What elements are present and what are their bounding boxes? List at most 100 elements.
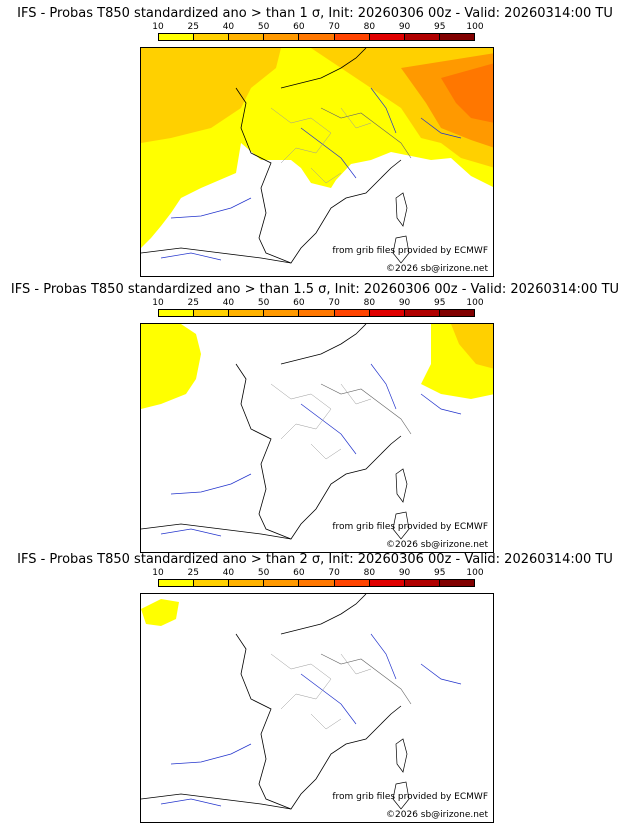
colorbar-swatch: [404, 310, 440, 316]
coastline-north: [280, 324, 367, 365]
colorbar-tick-label: 95: [434, 298, 446, 308]
colorbar-tick-label: 95: [434, 568, 446, 578]
map-area: from grib files provided by ECMWF ©2026 …: [140, 47, 494, 277]
prob-area-25: [451, 324, 493, 369]
rivers: [160, 87, 462, 261]
colorbar-tick-label: 80: [363, 568, 376, 578]
colorbar-tick-label: 10: [152, 22, 164, 32]
probability-map: [141, 48, 493, 264]
colorbar-tick-label: 50: [257, 298, 270, 308]
colorbar: 10 25 40 50 60 70 80 90 95 100: [152, 568, 484, 589]
colorbar-swatch: [404, 34, 440, 40]
colorbar-tick-label: 50: [257, 22, 270, 32]
coastline-south: [141, 523, 292, 540]
probability-map: [141, 594, 462, 810]
map-area: from grib files provided by ECMWF ©2026 …: [140, 323, 494, 553]
copyright: ©2026 sb@irizone.net: [386, 540, 488, 550]
colorbar-swatch: [229, 310, 265, 316]
copyright: ©2026 sb@irizone.net: [386, 810, 488, 820]
colorbar-tick-label: 25: [187, 298, 199, 308]
colorbar-tick-label: 50: [257, 568, 270, 578]
colorbar-tick-label: 80: [363, 22, 376, 32]
colorbar-swatch: [404, 580, 440, 586]
colorbar-swatch: [299, 580, 335, 586]
source-credit: from grib files provided by ECMWF: [332, 792, 488, 802]
colorbar-swatch: [229, 580, 265, 586]
map-panel-2: IFS - Probas T850 standardized ano > tha…: [0, 276, 630, 553]
colorbar-swatch: [194, 34, 230, 40]
border-line: [320, 383, 412, 435]
colorbar-swatch: [439, 310, 474, 316]
coastline-south: [141, 793, 292, 810]
colorbar-swatch: [194, 310, 230, 316]
colorbar-swatch: [369, 580, 405, 586]
colorbar-tick-label: 70: [328, 22, 340, 32]
panel-title: IFS - Probas T850 standardized ano > tha…: [17, 6, 613, 21]
colorbar-tick-label: 25: [187, 568, 199, 578]
colorbar-swatch: [264, 34, 300, 40]
colorbar-swatch: [439, 580, 474, 586]
colorbar-tick-label: 70: [328, 568, 340, 578]
colorbar-swatches: [158, 579, 475, 587]
colorbar-swatches: [158, 33, 475, 41]
rivers: [160, 633, 462, 807]
rivers: [160, 363, 462, 537]
border-line: [320, 107, 412, 159]
colorbar-tick-label: 25: [187, 22, 199, 32]
colorbar-tick-label: 100: [466, 298, 484, 308]
sardinia-island: [392, 235, 410, 264]
colorbar-tick-label: 40: [222, 22, 235, 32]
colorbar: 10 25 40 50 60 70 80 90 95 100: [152, 298, 484, 319]
border-line: [320, 653, 412, 705]
map-area: from grib files provided by ECMWF ©2026 …: [140, 593, 494, 823]
coastline-south: [141, 247, 292, 264]
colorbar-tick-label: 60: [293, 298, 305, 308]
colorbar-ticks: 10 25 40 50 60 70 80 90 95 100: [152, 298, 483, 308]
probability-map: [141, 324, 493, 540]
colorbar-ticks: 10 25 40 50 60 70 80 90 95 100: [152, 568, 483, 578]
prob-area-25-west: [141, 48, 281, 143]
map-panel-3: IFS - Probas T850 standardized ano > tha…: [0, 546, 630, 823]
copyright: ©2026 sb@irizone.net: [386, 264, 488, 274]
coastline: [235, 363, 402, 540]
map-panel-1: IFS - Probas T850 standardized ano > tha…: [0, 0, 630, 277]
corsica-island: [395, 738, 408, 773]
colorbar-tick-label: 10: [152, 568, 164, 578]
colorbar-swatch: [159, 34, 195, 40]
coastline: [235, 87, 402, 264]
colorbar-tick-label: 90: [398, 568, 411, 578]
prob-area-10-west: [141, 599, 179, 626]
prob-area-10-west: [141, 324, 201, 409]
colorbar-tick-label: 90: [398, 298, 411, 308]
colorbar-swatch: [229, 34, 265, 40]
colorbar-swatch: [334, 310, 370, 316]
colorbar-swatch: [264, 310, 300, 316]
colorbar-tick-label: 100: [466, 568, 484, 578]
colorbar-tick-label: 100: [466, 22, 484, 32]
colorbar-swatch: [334, 580, 370, 586]
colorbar-tick-label: 60: [293, 22, 305, 32]
coastline: [235, 633, 402, 810]
colorbar-tick-label: 70: [328, 298, 340, 308]
admin-borders: [270, 653, 372, 730]
prob-area-60: [441, 63, 493, 123]
colorbar-swatch: [159, 310, 195, 316]
colorbar-tick-label: 40: [222, 298, 235, 308]
corsica-island: [395, 192, 408, 227]
panel-title: IFS - Probas T850 standardized ano > tha…: [17, 552, 613, 567]
colorbar-tick-label: 40: [222, 568, 235, 578]
sardinia-island: [392, 781, 410, 810]
colorbar-swatch: [369, 310, 405, 316]
colorbar-swatches: [158, 309, 475, 317]
colorbar-swatch: [299, 34, 335, 40]
colorbar-swatch: [264, 580, 300, 586]
colorbar-swatch: [334, 34, 370, 40]
colorbar-swatch: [159, 580, 195, 586]
coastline-north: [280, 594, 367, 635]
colorbar-tick-label: 10: [152, 298, 164, 308]
colorbar-ticks: 10 25 40 50 60 70 80 90 95 100: [152, 22, 483, 32]
colorbar-tick-label: 95: [434, 22, 446, 32]
coastline-north: [280, 48, 367, 89]
colorbar-swatch: [299, 310, 335, 316]
source-credit: from grib files provided by ECMWF: [332, 246, 488, 256]
